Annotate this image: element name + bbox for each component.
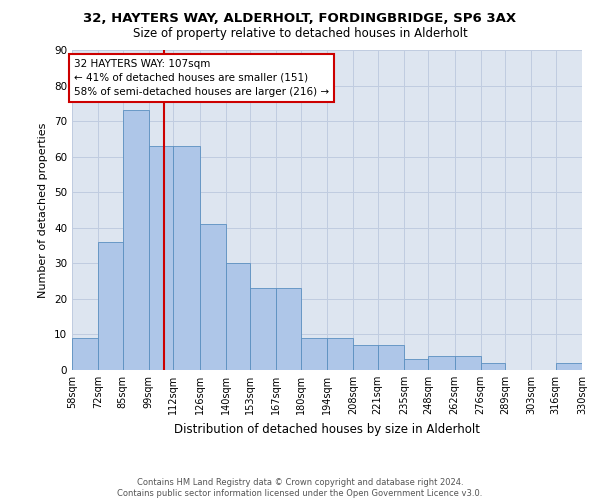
Bar <box>277 288 301 370</box>
Bar <box>377 345 404 370</box>
Text: 32 HAYTERS WAY: 107sqm
← 41% of detached houses are smaller (151)
58% of semi-de: 32 HAYTERS WAY: 107sqm ← 41% of detached… <box>74 59 329 97</box>
Bar <box>149 146 173 370</box>
Y-axis label: Number of detached properties: Number of detached properties <box>38 122 49 298</box>
Bar <box>428 356 455 370</box>
Bar <box>250 288 277 370</box>
Bar <box>226 264 250 370</box>
Bar <box>481 363 505 370</box>
Text: 32, HAYTERS WAY, ALDERHOLT, FORDINGBRIDGE, SP6 3AX: 32, HAYTERS WAY, ALDERHOLT, FORDINGBRIDG… <box>83 12 517 26</box>
Bar <box>301 338 327 370</box>
Text: Size of property relative to detached houses in Alderholt: Size of property relative to detached ho… <box>133 28 467 40</box>
Bar <box>327 338 353 370</box>
Bar <box>72 338 98 370</box>
Bar <box>556 363 582 370</box>
Bar <box>353 345 377 370</box>
Bar <box>98 242 122 370</box>
Text: Contains HM Land Registry data © Crown copyright and database right 2024.
Contai: Contains HM Land Registry data © Crown c… <box>118 478 482 498</box>
Bar <box>173 146 199 370</box>
X-axis label: Distribution of detached houses by size in Alderholt: Distribution of detached houses by size … <box>174 422 480 436</box>
Bar <box>122 110 149 370</box>
Bar <box>455 356 481 370</box>
Bar <box>404 360 428 370</box>
Bar <box>199 224 226 370</box>
